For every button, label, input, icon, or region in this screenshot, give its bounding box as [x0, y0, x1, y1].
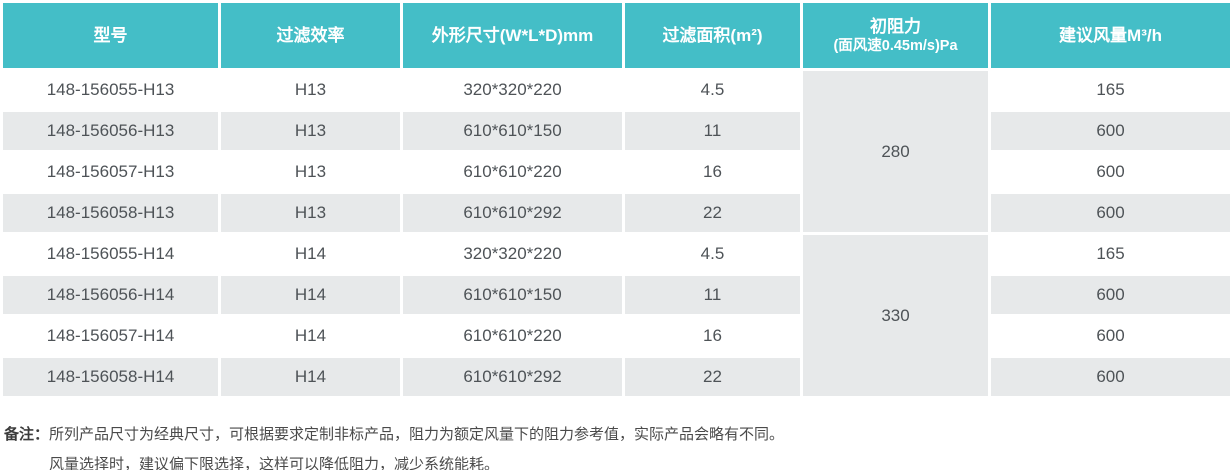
dimensions-cell: 610*610*220: [400, 150, 625, 194]
table-row: 148-156056-H14 H14 610*610*150 11 600: [0, 273, 1230, 317]
area-cell: 11: [622, 273, 803, 317]
efficiency-cell: H13: [218, 68, 403, 112]
airflow-cell: 600: [988, 314, 1230, 358]
dimensions-cell: 610*610*150: [400, 109, 625, 153]
dimensions-cell: 610*610*220: [400, 314, 625, 358]
model-cell: 148-156057-H13: [0, 150, 221, 194]
efficiency-cell: H13: [218, 191, 403, 235]
dimensions-cell: 320*320*220: [400, 68, 625, 112]
table-row: 148-156057-H14 H14 610*610*220 16 600: [0, 314, 1230, 358]
model-cell: 148-156058-H14: [0, 355, 221, 399]
col-header-efficiency: 过滤效率: [218, 0, 403, 71]
col-header-airflow: 建议风量M³/h: [988, 0, 1230, 71]
table-row: 148-156058-H13 H13 610*610*292 22 600: [0, 191, 1230, 235]
model-cell: 148-156058-H13: [0, 191, 221, 235]
area-cell: 11: [622, 109, 803, 153]
table-row: 148-156055-H13 H13 320*320*220 4.5 280 1…: [0, 68, 1230, 235]
dimensions-cell: 610*610*292: [400, 191, 625, 235]
dimensions-cell: 610*610*150: [400, 273, 625, 317]
airflow-cell: 600: [988, 355, 1230, 399]
product-spec-table: 型号 过滤效率 外形尺寸(W*L*D)mm 过滤面积(m²) 初阻力 (面风速0…: [0, 0, 1230, 399]
header-row: 型号 过滤效率 外形尺寸(W*L*D)mm 过滤面积(m²) 初阻力 (面风速0…: [0, 0, 1230, 71]
dimensions-cell: 610*610*292: [400, 355, 625, 399]
model-cell: 148-156056-H14: [0, 273, 221, 317]
model-cell: 148-156057-H14: [0, 314, 221, 358]
airflow-cell: 600: [988, 273, 1230, 317]
table-row: 148-156058-H14 H14 610*610*292 22 600: [0, 355, 1230, 399]
model-cell: 148-156056-H13: [0, 109, 221, 153]
model-cell: 148-156055-H13: [0, 68, 221, 112]
resistance-merged-cell: 280: [800, 68, 991, 235]
notes-label: 备注：: [4, 426, 50, 443]
efficiency-cell: H14: [218, 232, 403, 276]
efficiency-cell: H14: [218, 355, 403, 399]
area-cell: 22: [622, 355, 803, 399]
airflow-cell: 600: [988, 109, 1230, 153]
col-header-dimensions: 外形尺寸(W*L*D)mm: [400, 0, 625, 71]
table-row: 148-156057-H13 H13 610*610*220 16 600: [0, 150, 1230, 194]
airflow-cell: 600: [988, 191, 1230, 235]
airflow-cell: 165: [988, 232, 1230, 276]
col-header-resistance-title: 初阻力: [870, 16, 921, 36]
table-row: 148-156056-H13 H13 610*610*150 11 600: [0, 109, 1230, 153]
efficiency-cell: H13: [218, 150, 403, 194]
efficiency-cell: H14: [218, 273, 403, 317]
table-row: 148-156055-H14 H14 320*320*220 4.5 330 1…: [0, 232, 1230, 399]
area-cell: 4.5: [622, 232, 803, 276]
area-cell: 16: [622, 150, 803, 194]
airflow-cell: 600: [988, 150, 1230, 194]
notes: 备注： 所列产品尺寸为经典尺寸，可根据要求定制非标产品，阻力为额定风量下的阻力参…: [4, 420, 1230, 470]
col-header-resistance-subtitle: (面风速0.45m/s)Pa: [833, 38, 958, 55]
resistance-merged-cell: 330: [800, 232, 991, 399]
area-cell: 22: [622, 191, 803, 235]
efficiency-cell: H14: [218, 314, 403, 358]
area-cell: 16: [622, 314, 803, 358]
notes-line-2: 风量选择时，建议偏下限选择，这样可以降低阻力，减少系统能耗。: [49, 456, 500, 470]
col-header-resistance: 初阻力 (面风速0.45m/s)Pa: [800, 0, 991, 71]
col-header-model: 型号: [0, 0, 221, 71]
area-cell: 4.5: [622, 68, 803, 112]
dimensions-cell: 320*320*220: [400, 232, 625, 276]
col-header-area: 过滤面积(m²): [622, 0, 803, 71]
notes-line-1: 所列产品尺寸为经典尺寸，可根据要求定制非标产品，阻力为额定风量下的阻力参考值，实…: [49, 426, 785, 443]
airflow-cell: 165: [988, 68, 1230, 112]
notes-text: 所列产品尺寸为经典尺寸，可根据要求定制非标产品，阻力为额定风量下的阻力参考值，实…: [49, 420, 784, 470]
model-cell: 148-156055-H14: [0, 232, 221, 276]
efficiency-cell: H13: [218, 109, 403, 153]
